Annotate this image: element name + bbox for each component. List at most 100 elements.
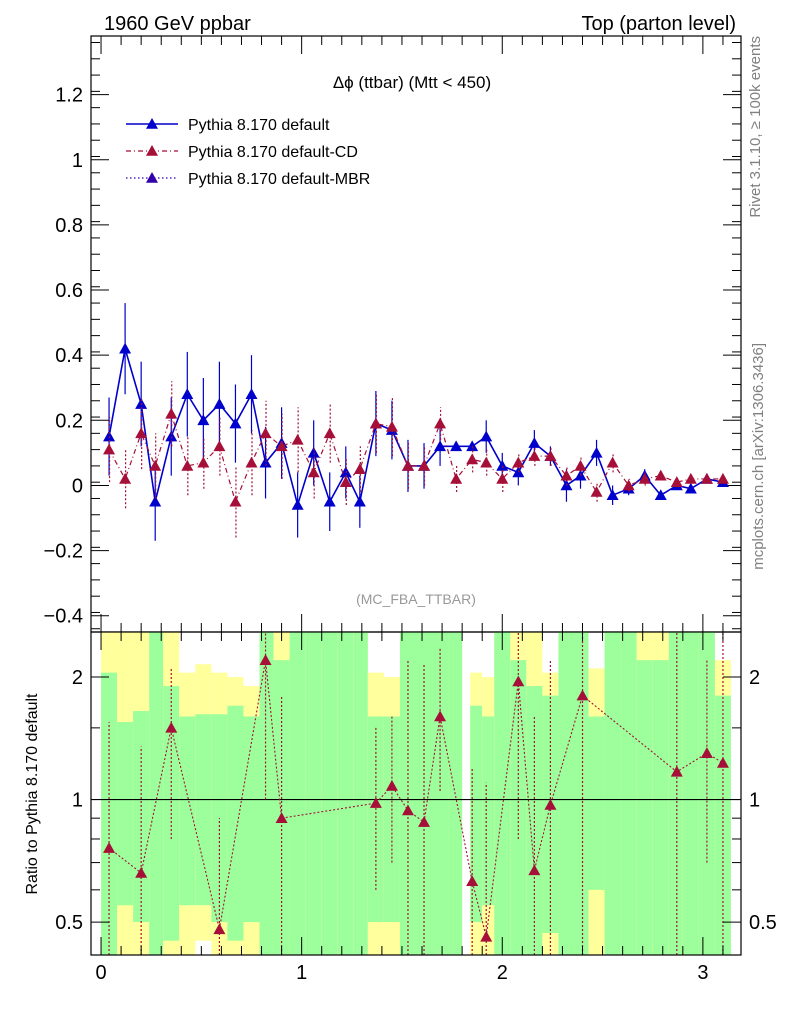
chart-title: Δϕ (ttbar) (Mtt < 450)	[333, 73, 491, 92]
side-label-rivet: Rivet 3.1.10, ≥ 100k events	[747, 36, 764, 218]
data-point	[353, 495, 366, 507]
band-inner	[558, 632, 575, 955]
band-inner	[289, 632, 306, 955]
series-line	[108, 411, 723, 504]
data-point	[544, 450, 557, 461]
ratio-point	[135, 866, 148, 878]
data-point	[450, 472, 463, 484]
x-tick-label: 0	[95, 962, 106, 984]
data-point	[684, 482, 697, 494]
data-point	[496, 459, 509, 471]
series-1	[103, 381, 729, 538]
y-tick-label: 0	[72, 475, 83, 497]
data-point	[512, 456, 525, 468]
data-point	[135, 427, 148, 439]
ratio-point	[528, 864, 541, 876]
y-tick-label: 0.8	[55, 215, 83, 237]
band-inner	[321, 632, 338, 955]
data-point	[654, 469, 667, 481]
band-inner	[636, 660, 653, 955]
data-point	[528, 437, 541, 448]
y-tick-label: 0.6	[55, 280, 83, 302]
data-point	[181, 459, 194, 471]
ratio-y-tick-label: 0.5	[55, 912, 83, 934]
uncertainty-bands	[101, 632, 731, 955]
ratio-y-tick-label-right: 1	[749, 790, 760, 812]
x-tick-label: 1	[296, 962, 307, 984]
ratio-point	[165, 721, 178, 733]
y-tick-label: 0.2	[55, 410, 83, 432]
ratio-point	[213, 923, 226, 935]
band-inner	[117, 722, 134, 906]
data-point	[638, 472, 651, 484]
data-point	[213, 398, 226, 409]
data-point	[353, 463, 366, 474]
data-point	[418, 459, 431, 471]
ratio-y-tick-label: 1	[72, 790, 83, 812]
data-point	[197, 456, 210, 468]
band-inner	[367, 716, 384, 923]
ratio-point	[369, 797, 382, 808]
data-point	[716, 472, 729, 484]
y-tick-label: 0.4	[55, 345, 83, 367]
band-inner	[652, 660, 669, 955]
band-inner	[668, 632, 683, 955]
ratio-series	[103, 632, 729, 955]
legend-label: Pythia 8.170 default-MBR	[188, 171, 370, 188]
ratio-point	[418, 816, 431, 827]
ratio-point	[434, 710, 447, 722]
data-point	[401, 459, 414, 471]
ratio-point	[700, 747, 713, 758]
ratio-point	[275, 812, 288, 823]
data-point	[480, 430, 493, 442]
ratio-point	[716, 756, 729, 768]
ratio-point	[103, 842, 116, 853]
band-inner	[482, 716, 495, 906]
data-point	[165, 430, 178, 442]
data-point	[654, 489, 667, 501]
y-tick-label: −0.4	[44, 606, 83, 628]
data-point	[165, 407, 178, 419]
ratio-point	[670, 765, 683, 777]
ratio-point	[385, 779, 398, 791]
band-inner	[273, 660, 290, 955]
band-inner	[604, 632, 621, 955]
data-point	[480, 456, 493, 468]
data-point	[528, 450, 541, 461]
data-point	[119, 342, 132, 354]
ratio-y-axis-label: Ratio to Pythia 8.170 default	[24, 693, 41, 895]
x-tick-label: 2	[497, 962, 508, 984]
data-point	[466, 453, 479, 465]
ratio-point	[576, 689, 589, 701]
data-point	[385, 420, 398, 432]
data-point	[245, 388, 258, 400]
band-inner	[305, 632, 322, 955]
data-point	[259, 456, 272, 468]
band-inner	[432, 632, 449, 955]
data-point	[181, 388, 194, 400]
band-inner	[259, 632, 274, 955]
ratio-point	[401, 804, 414, 816]
band-inner	[682, 632, 699, 955]
band-inner	[494, 632, 511, 955]
data-point	[700, 472, 713, 484]
band-inner	[588, 716, 605, 890]
band-inner	[470, 705, 483, 923]
legend-marker	[146, 172, 158, 183]
data-point	[496, 472, 509, 484]
data-point	[307, 446, 320, 458]
data-point	[670, 476, 683, 487]
y-tick-label: 1.2	[55, 85, 83, 107]
data-point	[119, 472, 132, 484]
data-point	[323, 495, 336, 507]
data-point	[229, 417, 242, 429]
main-panel: −0.4 −0.2 0 0.2 0.4 0.6 0.8 1 1.2 Δϕ (ttbar) (Mtt…	[44, 35, 742, 633]
data-point	[590, 446, 603, 458]
band-inner	[353, 632, 368, 955]
chart-watermark: (MC_FBA_TTBAR)	[356, 591, 476, 607]
data-point	[149, 459, 162, 471]
band-inner	[243, 716, 260, 923]
data-point	[307, 466, 320, 478]
band-inner	[510, 660, 527, 955]
